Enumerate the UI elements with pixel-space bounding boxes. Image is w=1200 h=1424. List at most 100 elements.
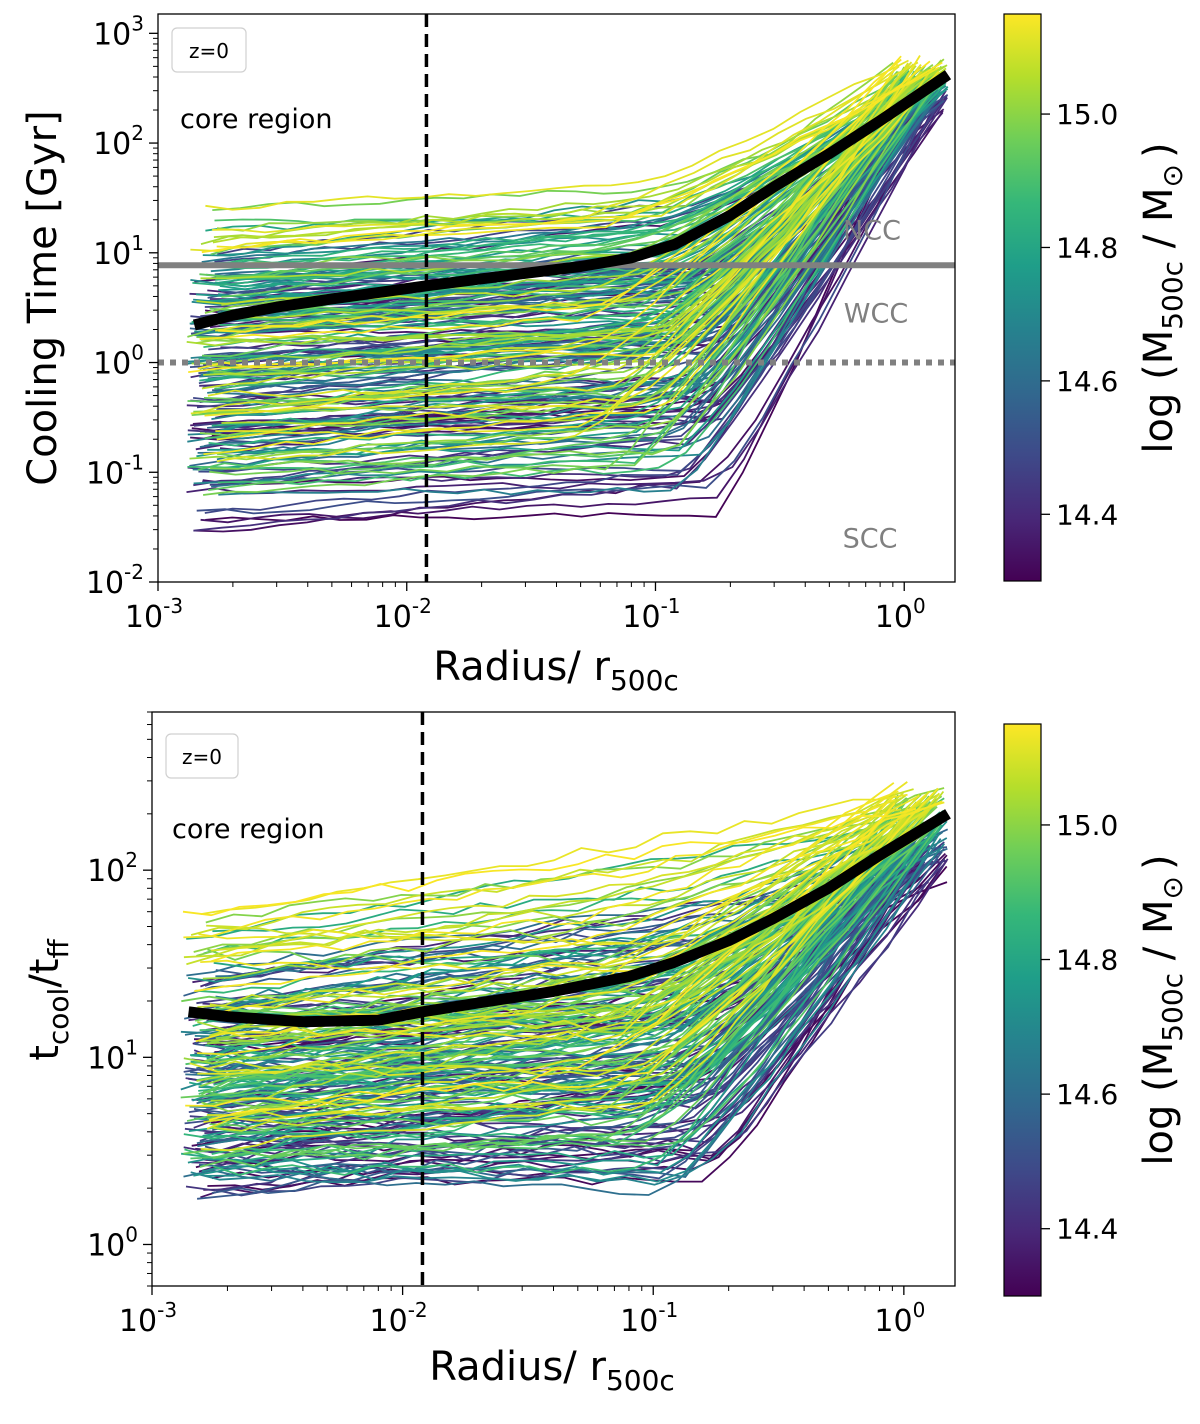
y-tick-exponent: -1 — [124, 450, 144, 474]
profile-line — [203, 76, 908, 376]
profile-line — [189, 851, 919, 1131]
colorbar-tick-label: 14.4 — [1056, 1213, 1118, 1246]
profile-line — [216, 71, 930, 458]
top-colorbar — [1004, 14, 1041, 581]
x-tick-base: 10 — [620, 1304, 658, 1339]
y-tick-label: 100 — [87, 1222, 138, 1263]
colorbar-tick-label: 15.0 — [1056, 98, 1118, 131]
x-tick-base: 10 — [119, 1304, 157, 1339]
x-tick-base: 10 — [370, 1304, 408, 1339]
profile-line — [183, 798, 895, 939]
bottom-x-axis-label: Radius/ r500c — [429, 1344, 675, 1397]
profile-line — [200, 794, 896, 973]
top-legend-box — [171, 27, 247, 73]
bottom-y-axis-label: tcool/tff — [22, 939, 75, 1061]
y-tick-exponent: 1 — [125, 1035, 138, 1059]
profile-line — [200, 793, 908, 915]
scc-label: SCC — [843, 523, 898, 554]
top-colorbar-frame — [1003, 13, 1042, 582]
profile-line — [216, 74, 941, 441]
profile-line — [206, 791, 896, 947]
profile-line — [185, 787, 939, 1107]
profile-line — [188, 860, 933, 1113]
profile-line — [183, 822, 935, 1158]
x-tick-base: 10 — [622, 600, 660, 635]
colorbar-tick-label: 15.0 — [1056, 809, 1118, 842]
y-tick-base: 10 — [93, 237, 131, 272]
top-x-axis-label: Radius/ r500c — [433, 644, 679, 697]
x-tick-base: 10 — [874, 1304, 912, 1339]
profile-line — [197, 794, 907, 1008]
bottom-overlays — [187, 712, 951, 1286]
profile-line — [190, 818, 945, 1161]
y-tick-base: 10 — [93, 17, 131, 52]
x-tick-exponent: -2 — [408, 1298, 428, 1322]
y-tick-exponent: 0 — [125, 1222, 138, 1246]
top-y-axis-label: Cooling Time [Gyr] — [20, 110, 66, 486]
top-colorbar-ticks: 14.4 14.6 14.8 15.0 — [1041, 98, 1118, 531]
ncc-label: NCC — [843, 215, 901, 246]
bottom-legend-box — [165, 733, 239, 779]
colorbar-tick-label: 14.8 — [1056, 944, 1118, 977]
profile-line — [210, 799, 930, 1102]
profile-line — [198, 71, 923, 414]
profile-line — [201, 819, 895, 1113]
colorbar-tick-label: 14.8 — [1056, 231, 1118, 264]
x-tick-label: 10-1 — [620, 1298, 678, 1339]
profile-line — [184, 821, 936, 1160]
colorbar-tick-label: 14.6 — [1056, 365, 1118, 398]
profile-line — [208, 797, 903, 1021]
y-tick-base: 10 — [93, 127, 131, 162]
profile-line — [180, 822, 934, 1163]
y-tick-label: 102 — [93, 121, 144, 162]
profile-line — [194, 800, 943, 993]
profile-line — [201, 61, 943, 254]
profile-line — [207, 61, 913, 398]
top-core-region-label: core region — [180, 104, 332, 135]
profile-line — [204, 107, 929, 514]
profile-line — [189, 70, 930, 461]
profile-line — [202, 63, 934, 266]
median-profile-line — [187, 809, 951, 1028]
x-tick-label: 10-2 — [370, 1298, 428, 1339]
profile-line — [193, 102, 934, 532]
top-legend-text: z=0 — [189, 39, 229, 63]
profile-line — [186, 106, 935, 495]
y-tick-label: 103 — [93, 11, 144, 52]
profile-line — [209, 792, 904, 1009]
profile-line — [205, 59, 909, 211]
profile-line — [203, 798, 900, 1109]
y-tick-label: 10-1 — [86, 450, 144, 491]
profile-line — [207, 797, 931, 1077]
wcc-label: WCC — [844, 299, 908, 330]
profile-line — [208, 73, 944, 491]
profile-line — [216, 66, 935, 463]
x-tick-exponent: -1 — [658, 1298, 678, 1322]
profile-line — [199, 75, 898, 278]
x-tick-exponent: 0 — [913, 1298, 926, 1322]
x-tick-label: 10-1 — [622, 594, 680, 635]
profile-line — [193, 820, 905, 1177]
profile-line — [196, 99, 934, 515]
profile-line — [216, 82, 947, 416]
profile-line — [182, 807, 917, 917]
bottom-colorbar-label: log (M500c / M⊙) — [1136, 854, 1189, 1165]
colorbar-tick-label: 14.6 — [1056, 1078, 1118, 1111]
profile-line — [191, 73, 899, 416]
top-colorbar-label: log (M500c / M⊙) — [1136, 142, 1189, 453]
profile-line — [191, 71, 925, 365]
profile-line — [211, 83, 895, 427]
profile-line — [212, 65, 900, 234]
profile-line — [199, 797, 910, 1168]
y-tick-exponent: 2 — [125, 848, 138, 872]
x-tick-label: 100 — [875, 594, 926, 635]
y-tick-base: 10 — [87, 1041, 125, 1076]
colorbar-tick-label: 14.4 — [1056, 498, 1118, 531]
profile-line — [187, 70, 916, 470]
profile-line — [183, 828, 941, 1196]
profile-line — [215, 64, 922, 433]
